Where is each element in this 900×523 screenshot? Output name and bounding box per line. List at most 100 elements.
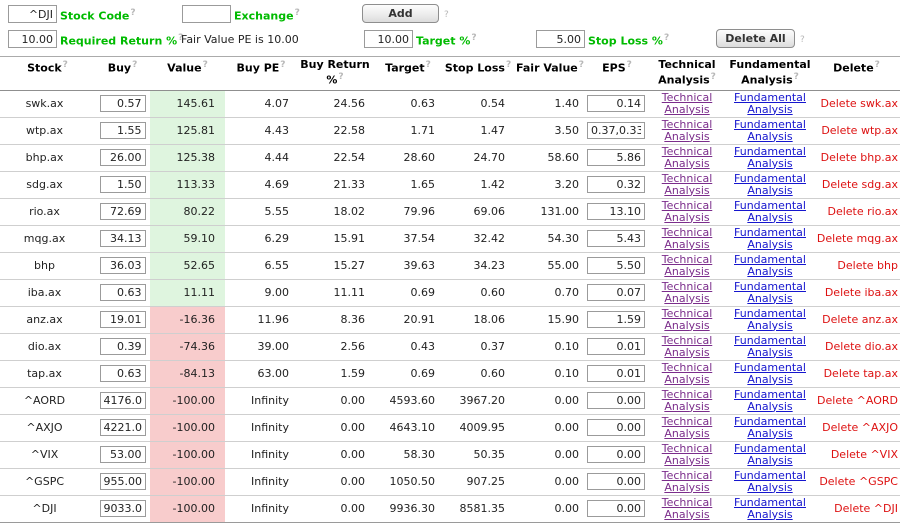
column-help-icon[interactable]: ? xyxy=(62,60,68,70)
fundamental-analysis-link[interactable]: Fundamental Analysis xyxy=(734,414,806,440)
fundamental-analysis-link[interactable]: Fundamental Analysis xyxy=(734,171,806,197)
fundamental-analysis-link[interactable]: Fundamental Analysis xyxy=(734,279,806,305)
technical-analysis-link[interactable]: Technical Analysis xyxy=(661,198,713,224)
fundamental-analysis-link[interactable]: Fundamental Analysis xyxy=(734,495,806,521)
delete-link[interactable]: Delete bhp xyxy=(837,258,898,272)
exchange-help-icon[interactable]: ? xyxy=(294,8,300,18)
eps-input[interactable] xyxy=(587,419,645,437)
buy-price-input[interactable] xyxy=(99,176,146,194)
delete-link[interactable]: Delete tap.ax xyxy=(823,366,898,380)
buy-price-input[interactable] xyxy=(99,284,146,302)
delete-link[interactable]: Delete ^AXJO xyxy=(822,420,898,434)
eps-input[interactable] xyxy=(587,230,645,248)
delete-link[interactable]: Delete rio.ax xyxy=(827,204,898,218)
buy-price-input[interactable] xyxy=(99,446,146,464)
stop-loss-help-icon[interactable]: ? xyxy=(663,33,670,43)
target-help-icon[interactable]: ? xyxy=(471,33,477,43)
delete-link[interactable]: Delete wtp.ax xyxy=(821,123,898,137)
delete-link[interactable]: Delete sdg.ax xyxy=(821,177,898,191)
eps-input[interactable] xyxy=(587,392,645,410)
buy-price-input[interactable] xyxy=(99,338,146,356)
add-button[interactable]: Add xyxy=(362,4,439,23)
technical-analysis-link[interactable]: Technical Analysis xyxy=(661,279,713,305)
eps-input[interactable] xyxy=(587,203,645,221)
buy-price-input[interactable] xyxy=(99,500,146,518)
fundamental-analysis-link[interactable]: Fundamental Analysis xyxy=(734,387,806,413)
eps-input[interactable] xyxy=(587,149,645,167)
buy-price-input[interactable] xyxy=(99,311,146,329)
delete-link[interactable]: Delete ^DJI xyxy=(834,501,898,515)
buy-price-input[interactable] xyxy=(99,95,146,113)
stop-loss-input[interactable] xyxy=(536,30,585,48)
column-help-icon[interactable]: ? xyxy=(626,60,632,70)
fundamental-analysis-link[interactable]: Fundamental Analysis xyxy=(734,468,806,494)
buy-price-input[interactable] xyxy=(99,473,146,491)
technical-analysis-link[interactable]: Technical Analysis xyxy=(661,144,713,170)
delete-link[interactable]: Delete mqg.ax xyxy=(816,231,898,245)
column-help-icon[interactable]: ? xyxy=(505,60,512,70)
delete-link[interactable]: Delete iba.ax xyxy=(824,285,898,299)
technical-analysis-link[interactable]: Technical Analysis xyxy=(661,306,713,332)
fundamental-analysis-link[interactable]: Fundamental Analysis xyxy=(734,360,806,386)
delete-link[interactable]: Delete bhp.ax xyxy=(820,150,898,164)
delete-all-button[interactable]: Delete All xyxy=(716,29,795,48)
column-help-icon[interactable]: ? xyxy=(280,60,286,70)
technical-analysis-link[interactable]: Technical Analysis xyxy=(661,225,713,251)
eps-input[interactable] xyxy=(587,176,645,194)
eps-input[interactable] xyxy=(587,365,645,383)
delete-all-help-icon[interactable]: ? xyxy=(800,35,805,45)
eps-input[interactable] xyxy=(587,446,645,464)
technical-analysis-link[interactable]: Technical Analysis xyxy=(661,171,713,197)
column-help-icon[interactable]: ? xyxy=(132,60,138,70)
column-help-icon[interactable]: ? xyxy=(338,72,344,82)
fundamental-analysis-link[interactable]: Fundamental Analysis xyxy=(734,90,806,116)
buy-price-input[interactable] xyxy=(99,122,146,140)
add-help-icon[interactable]: ? xyxy=(444,10,449,20)
fundamental-analysis-link[interactable]: Fundamental Analysis xyxy=(734,225,806,251)
eps-input[interactable] xyxy=(587,257,645,275)
buy-price-input[interactable] xyxy=(99,203,146,221)
eps-input[interactable] xyxy=(587,284,645,302)
target-input[interactable] xyxy=(364,30,413,48)
buy-price-input[interactable] xyxy=(99,365,146,383)
fundamental-analysis-link[interactable]: Fundamental Analysis xyxy=(734,198,806,224)
technical-analysis-link[interactable]: Technical Analysis xyxy=(661,495,713,521)
eps-input[interactable] xyxy=(587,500,645,518)
technical-analysis-link[interactable]: Technical Analysis xyxy=(661,387,713,413)
buy-price-input[interactable] xyxy=(99,149,146,167)
column-help-icon[interactable]: ? xyxy=(202,60,208,70)
delete-link[interactable]: Delete swk.ax xyxy=(820,96,898,110)
stock-code-input[interactable] xyxy=(8,5,57,23)
buy-price-input[interactable] xyxy=(99,392,146,410)
column-help-icon[interactable]: ? xyxy=(793,72,799,82)
technical-analysis-link[interactable]: Technical Analysis xyxy=(661,252,713,278)
delete-link[interactable]: Delete ^AORD xyxy=(817,393,898,407)
technical-analysis-link[interactable]: Technical Analysis xyxy=(661,360,713,386)
stock-code-help-icon[interactable]: ? xyxy=(130,8,136,18)
technical-analysis-link[interactable]: Technical Analysis xyxy=(661,468,713,494)
delete-link[interactable]: Delete anz.ax xyxy=(822,312,898,326)
delete-link[interactable]: Delete dio.ax xyxy=(825,339,898,353)
eps-input[interactable] xyxy=(587,311,645,329)
eps-input[interactable] xyxy=(587,95,645,113)
eps-input[interactable] xyxy=(587,338,645,356)
technical-analysis-link[interactable]: Technical Analysis xyxy=(661,90,713,116)
technical-analysis-link[interactable]: Technical Analysis xyxy=(661,117,713,143)
fundamental-analysis-link[interactable]: Fundamental Analysis xyxy=(734,252,806,278)
delete-link[interactable]: Delete ^VIX xyxy=(830,447,898,461)
column-help-icon[interactable]: ? xyxy=(874,60,880,70)
column-help-icon[interactable]: ? xyxy=(578,60,584,70)
column-help-icon[interactable]: ? xyxy=(710,72,716,82)
eps-input[interactable] xyxy=(587,122,645,140)
fundamental-analysis-link[interactable]: Fundamental Analysis xyxy=(734,306,806,332)
buy-price-input[interactable] xyxy=(99,257,146,275)
required-return-help-icon[interactable]: ? xyxy=(178,33,184,43)
technical-analysis-link[interactable]: Technical Analysis xyxy=(661,414,713,440)
technical-analysis-link[interactable]: Technical Analysis xyxy=(661,441,713,467)
required-return-input[interactable] xyxy=(8,30,57,48)
technical-analysis-link[interactable]: Technical Analysis xyxy=(661,333,713,359)
buy-price-input[interactable] xyxy=(99,230,146,248)
fundamental-analysis-link[interactable]: Fundamental Analysis xyxy=(734,441,806,467)
column-help-icon[interactable]: ? xyxy=(425,60,431,70)
eps-input[interactable] xyxy=(587,473,645,491)
